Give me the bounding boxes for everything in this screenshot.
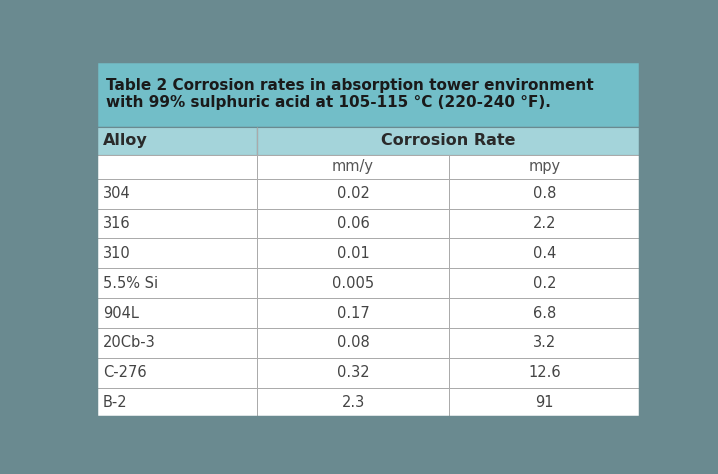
Text: 0.4: 0.4 (533, 246, 556, 261)
Text: 2.2: 2.2 (533, 216, 556, 231)
Bar (96, 358, 256, 388)
Bar (256, 298, 449, 328)
Bar (256, 179, 449, 209)
Text: 0.32: 0.32 (337, 365, 369, 380)
Text: 0.01: 0.01 (337, 246, 370, 261)
Bar (449, 179, 640, 209)
Bar (256, 388, 449, 418)
Text: 2.3: 2.3 (342, 395, 365, 410)
Text: 0.2: 0.2 (533, 276, 556, 291)
Text: 316: 316 (103, 216, 131, 231)
Text: 91: 91 (535, 395, 554, 410)
Bar (96, 238, 256, 268)
Bar (449, 268, 640, 298)
Text: mm/y: mm/y (332, 159, 374, 174)
Text: 5.5% Si: 5.5% Si (103, 276, 158, 291)
Bar (449, 209, 640, 238)
Bar (256, 209, 449, 238)
Bar (96, 127, 256, 155)
Bar (449, 328, 640, 358)
Text: 304: 304 (103, 186, 131, 201)
Bar (96, 328, 256, 358)
Text: 0.06: 0.06 (337, 216, 370, 231)
Text: Corrosion Rate: Corrosion Rate (381, 133, 516, 148)
Text: Table 2 Corrosion rates in absorption tower environment
with 99% sulphuric acid : Table 2 Corrosion rates in absorption to… (106, 78, 595, 110)
Text: 3.2: 3.2 (533, 336, 556, 350)
Bar (256, 155, 449, 179)
Text: 0.8: 0.8 (533, 186, 556, 201)
Bar (449, 155, 640, 179)
Bar (256, 358, 449, 388)
Text: 0.02: 0.02 (337, 186, 370, 201)
Bar (96, 209, 256, 238)
Text: 12.6: 12.6 (528, 365, 561, 380)
Bar (449, 388, 640, 418)
Bar (256, 127, 640, 155)
Bar (96, 179, 256, 209)
Text: 0.005: 0.005 (332, 276, 374, 291)
Bar (96, 268, 256, 298)
Text: 0.08: 0.08 (337, 336, 370, 350)
Text: 0.17: 0.17 (337, 306, 370, 320)
Text: 904L: 904L (103, 306, 139, 320)
Bar (96, 298, 256, 328)
Bar (449, 358, 640, 388)
Bar (449, 238, 640, 268)
Bar (256, 268, 449, 298)
Bar (256, 328, 449, 358)
Text: Alloy: Alloy (103, 133, 148, 148)
Text: B-2: B-2 (103, 395, 128, 410)
Bar (96, 155, 256, 179)
Text: C-276: C-276 (103, 365, 146, 380)
Bar (449, 298, 640, 328)
Bar (96, 388, 256, 418)
Text: 20Cb-3: 20Cb-3 (103, 336, 156, 350)
Text: 310: 310 (103, 246, 131, 261)
Bar (96, 61, 640, 127)
Text: mpy: mpy (528, 159, 561, 174)
Text: 6.8: 6.8 (533, 306, 556, 320)
Bar (256, 238, 449, 268)
